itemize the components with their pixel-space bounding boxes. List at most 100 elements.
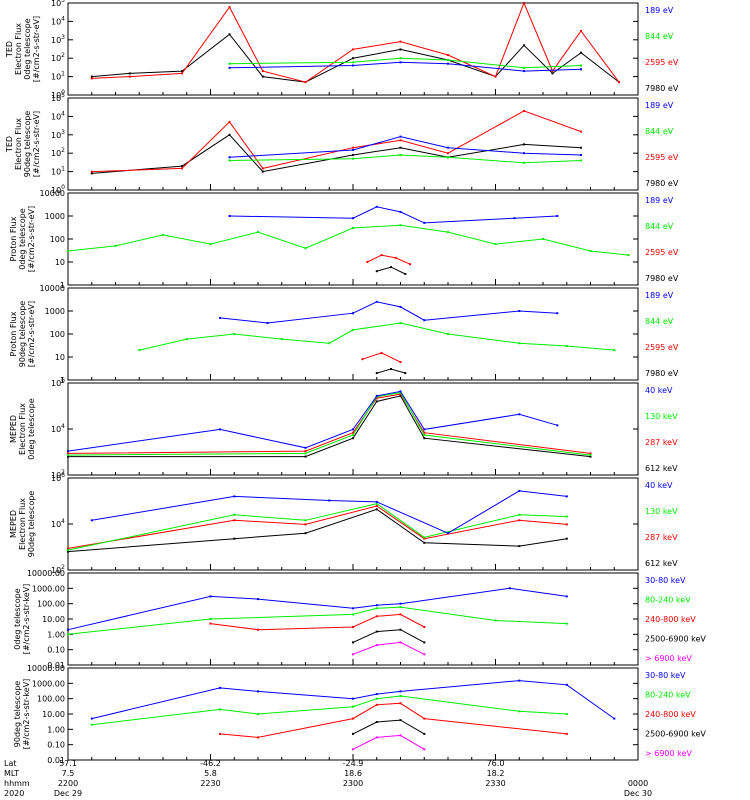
- y-tick-label: 10: [55, 353, 65, 362]
- data-point: [518, 513, 521, 516]
- data-point: [328, 342, 331, 345]
- legend-entry: 130 keV: [645, 412, 678, 421]
- data-point: [613, 349, 616, 352]
- x-row-label: Lat: [4, 759, 17, 768]
- data-point: [380, 254, 383, 257]
- data-point: [257, 598, 259, 601]
- y-tick-label: 104: [51, 15, 65, 26]
- y-axis-label: [#/cm2-s-str-keV]: [22, 679, 31, 750]
- data-point: [518, 545, 521, 548]
- data-point: [523, 161, 525, 164]
- data-point: [280, 338, 283, 341]
- data-point: [67, 250, 69, 252]
- data-point: [423, 431, 426, 434]
- data-point: [90, 170, 93, 173]
- data-point: [404, 273, 407, 275]
- data-point: [551, 70, 554, 73]
- y-axis-label: 90deg telescope: [13, 681, 22, 748]
- series-line: [376, 266, 406, 275]
- y-tick-label: 105: [51, 0, 65, 8]
- data-point: [304, 247, 307, 250]
- y-tick-label: 10000: [40, 189, 65, 198]
- data-point: [375, 508, 378, 511]
- legend-entry: 7980 eV: [645, 84, 679, 93]
- y-tick-label: 102: [51, 52, 65, 63]
- data-point: [423, 717, 426, 720]
- y-axis-label: Proton Flux: [9, 216, 18, 261]
- y-axis-label: 0deg telescope: [27, 398, 36, 459]
- data-point: [447, 59, 449, 61]
- series-line: [67, 505, 567, 549]
- data-point: [404, 372, 407, 375]
- data-point: [352, 146, 354, 149]
- data-point: [67, 455, 69, 458]
- data-point: [613, 717, 616, 720]
- data-point: [518, 413, 521, 416]
- x-tick-label: Dec 30: [624, 789, 652, 798]
- data-point: [257, 231, 259, 234]
- y-axis-label: 90deg telescope: [27, 491, 36, 558]
- panel-6: 102 104 106 MEPED Electron Flux 90deg telesco…: [9, 472, 678, 575]
- data-point: [67, 452, 69, 455]
- data-point: [228, 120, 231, 123]
- series-line: [362, 352, 401, 363]
- data-point: [228, 156, 231, 159]
- panel-3: 1 10 100 1000 10000 Proton Flux 0deg telescope…: [9, 189, 679, 290]
- data-point: [399, 628, 402, 631]
- data-point: [518, 679, 521, 682]
- data-point: [423, 626, 426, 628]
- data-point: [399, 602, 402, 605]
- data-point: [352, 431, 354, 434]
- legend-entry: 287 keV: [645, 438, 678, 447]
- legend-entry: 7980 eV: [645, 179, 679, 188]
- data-point: [304, 519, 307, 522]
- data-point: [565, 523, 568, 526]
- data-point: [90, 717, 93, 720]
- y-tick-label: 103: [51, 34, 65, 45]
- y-tick-label: 100.00: [37, 600, 65, 609]
- data-point: [399, 390, 402, 393]
- legend-entry: 287 keV: [645, 533, 678, 542]
- series-line: [91, 490, 567, 534]
- data-point: [399, 606, 402, 609]
- data-point: [352, 717, 354, 720]
- legend-entry: 844 eV: [645, 222, 674, 231]
- y-tick-label: 1000: [45, 307, 65, 316]
- data-point: [423, 319, 426, 322]
- data-point: [423, 434, 426, 436]
- legend-entry: 189 eV: [645, 6, 674, 15]
- y-axis-label: TED: [5, 41, 14, 58]
- data-point: [375, 300, 378, 303]
- y-tick-label: 105: [51, 92, 65, 103]
- data-point: [375, 607, 378, 610]
- data-point: [352, 641, 354, 644]
- data-point: [375, 615, 378, 618]
- y-axis-label: [#/cm2-s-str-eV]: [32, 111, 41, 177]
- data-point: [423, 437, 426, 440]
- data-point: [375, 630, 378, 633]
- data-point: [494, 243, 497, 246]
- y-axis-label: 90deg telescope: [18, 301, 27, 368]
- x-tick-label: -24.9: [343, 759, 364, 768]
- data-point: [375, 394, 378, 397]
- plot-frame: [67, 572, 639, 666]
- data-point: [447, 231, 449, 234]
- data-point: [565, 595, 568, 598]
- data-point: [261, 70, 264, 73]
- series-line: [352, 734, 425, 750]
- legend-entry: 844 eV: [645, 32, 674, 41]
- data-point: [518, 710, 521, 713]
- y-tick-label: 10.00: [42, 710, 65, 719]
- data-point: [352, 64, 354, 67]
- data-point: [352, 61, 354, 64]
- y-tick-label: 100.00: [37, 695, 65, 704]
- data-point: [261, 170, 264, 173]
- data-point: [551, 72, 554, 75]
- data-point: [67, 549, 69, 552]
- data-point: [375, 693, 378, 696]
- x-tick-label: 18.6: [344, 769, 362, 778]
- y-tick-label: 10.00: [42, 615, 65, 624]
- legend-entry: 240-800 keV: [645, 615, 696, 624]
- data-point: [627, 254, 630, 257]
- data-point: [257, 736, 259, 739]
